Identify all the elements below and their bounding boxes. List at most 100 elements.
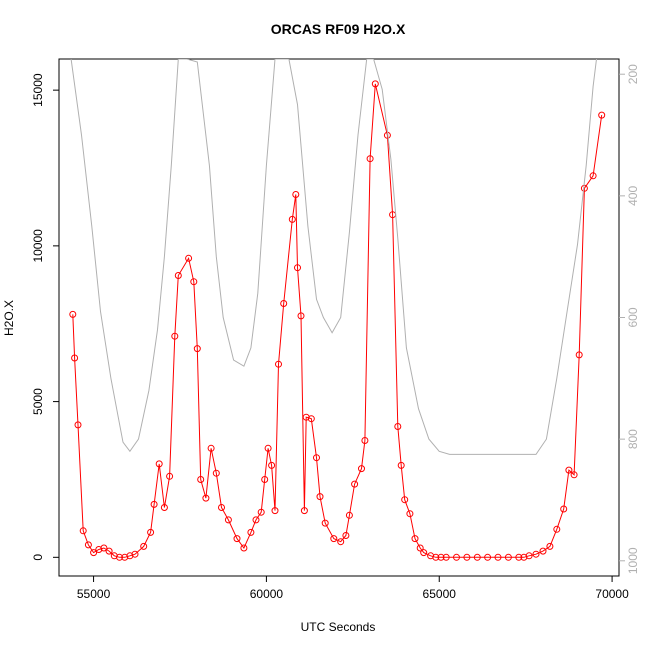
y-axis: 0 5000 10000 15000 (31, 73, 59, 561)
data-point (321, 519, 329, 527)
data-point (100, 544, 108, 552)
data-point (140, 542, 148, 550)
data-point (79, 527, 87, 535)
data-point (297, 312, 305, 320)
data-point (212, 469, 220, 477)
data-point (302, 413, 310, 421)
data-point (288, 215, 296, 223)
data-point (420, 549, 428, 557)
data-point (307, 415, 315, 423)
data-point (271, 507, 279, 515)
x-tick-label: 65000 (423, 587, 457, 601)
data-point (442, 553, 450, 561)
data-point (394, 423, 402, 430)
data-point (116, 553, 123, 561)
data-point (560, 505, 568, 513)
data-point (69, 310, 77, 318)
right-tick-label: 600 (626, 307, 640, 327)
data-point (575, 351, 583, 359)
data-point (202, 494, 210, 502)
data-point (463, 553, 471, 561)
x-tick-label: 55000 (77, 587, 111, 601)
data-point (207, 444, 215, 452)
y-axis-label: H2O.X (2, 300, 16, 336)
data-point (437, 553, 445, 561)
data-point (416, 544, 424, 552)
data-point (361, 437, 369, 444)
data-point (598, 111, 606, 119)
data-point (453, 553, 460, 561)
data-point (218, 504, 225, 511)
data-point (240, 544, 248, 552)
data-point (150, 500, 158, 508)
y-tick-label: 10000 (31, 229, 45, 263)
data-point (484, 553, 492, 561)
data-point (131, 550, 139, 558)
data-point (174, 272, 182, 279)
right-tick-label: 200 (626, 64, 640, 84)
data-point (224, 516, 232, 524)
data-point (504, 553, 512, 561)
data-point (160, 504, 168, 511)
data-point (570, 471, 578, 479)
data-point (292, 191, 300, 198)
h2o-series-line (72, 83, 603, 558)
x-tick-label: 60000 (250, 587, 284, 601)
data-point (330, 535, 338, 543)
x-tick-label: 70000 (595, 587, 629, 601)
y-tick-label: 0 (31, 554, 45, 561)
chart-title: ORCAS RF09 H2O.X (271, 21, 406, 37)
data-point (532, 550, 540, 558)
x-axis-label: UTC Seconds (301, 620, 376, 634)
data-point (190, 278, 198, 286)
data-point (316, 493, 324, 501)
data-point (411, 535, 419, 543)
data-point (546, 542, 554, 550)
data-point (358, 465, 365, 473)
data-point (105, 547, 113, 555)
data-point (366, 155, 374, 163)
data-point (515, 553, 523, 561)
data-point (193, 345, 201, 353)
plot-area (69, 59, 606, 561)
data-point (166, 472, 174, 480)
data-point (313, 454, 320, 462)
data-point (247, 528, 255, 536)
data-point (147, 528, 155, 536)
data-point (90, 549, 98, 557)
data-point (171, 332, 179, 340)
data-point (95, 546, 103, 553)
data-point (494, 553, 502, 561)
right-tick-label: 800 (626, 429, 640, 449)
altitude-line (70, 59, 597, 455)
right-axis: 200 400 600 800 1000 (619, 64, 640, 574)
data-point (197, 476, 205, 483)
y-tick-label: 15000 (31, 73, 45, 107)
data-point (294, 264, 301, 272)
data-point (71, 354, 79, 362)
data-point (264, 444, 272, 452)
data-point (401, 496, 409, 504)
data-point (397, 461, 405, 469)
data-point (74, 421, 82, 429)
data-point (371, 80, 379, 88)
data-point (539, 547, 547, 555)
data-point (473, 553, 481, 561)
data-point (345, 511, 353, 519)
data-point (257, 508, 265, 516)
data-point (300, 507, 308, 515)
data-point (261, 476, 269, 483)
data-point (525, 552, 533, 560)
data-point (268, 461, 276, 469)
data-point (155, 460, 163, 468)
right-tick-label: 400 (626, 186, 640, 206)
data-point (185, 254, 193, 262)
x-axis: 55000 60000 65000 70000 (77, 576, 629, 601)
data-point (432, 553, 440, 561)
data-point (589, 172, 597, 180)
data-point (233, 535, 241, 543)
data-point (337, 538, 345, 546)
data-point (280, 300, 288, 307)
